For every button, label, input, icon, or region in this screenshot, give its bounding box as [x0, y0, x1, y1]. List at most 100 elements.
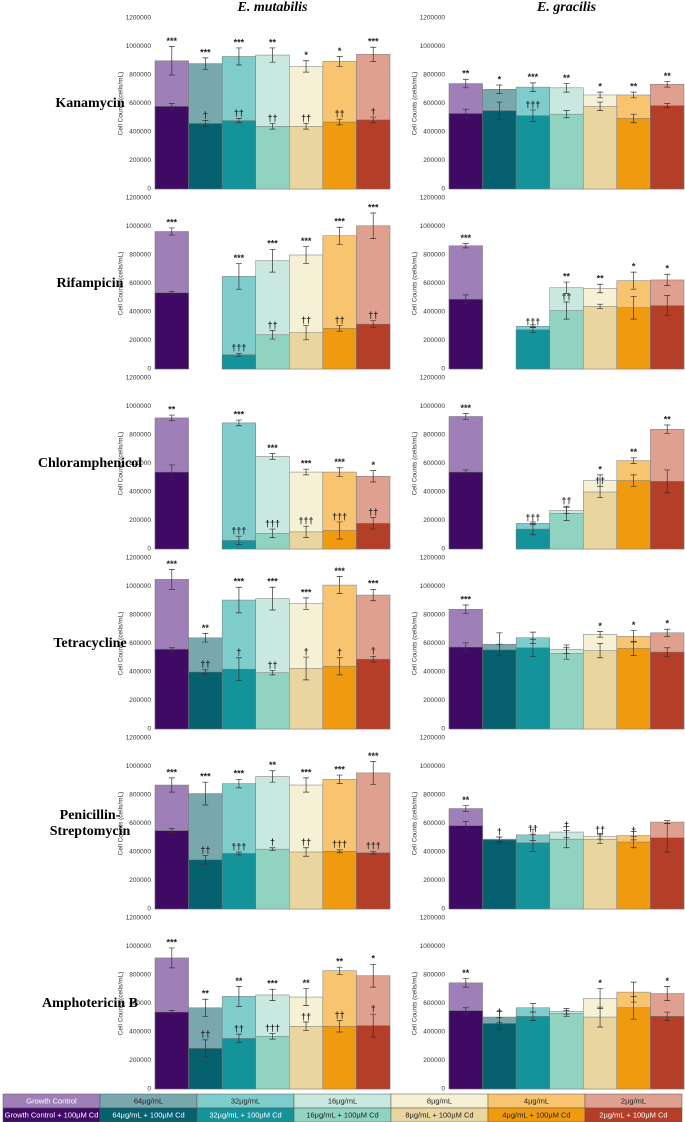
bar [255, 334, 290, 370]
row-title: Kanamycin [55, 96, 125, 111]
y-tick-label: 0 [441, 1086, 445, 1093]
y-tick-label: 600000 [129, 820, 151, 827]
error-bar [168, 414, 175, 422]
error-bar [496, 1017, 503, 1030]
significance-label: * [304, 50, 308, 60]
significance-label: ** [664, 414, 672, 424]
error-bar [462, 413, 469, 420]
y-tick-label: 1000000 [420, 403, 446, 410]
bar [289, 851, 324, 910]
legend-label: 32µg/mL + 100µM Cd [209, 1110, 281, 1119]
significance-label: *** [301, 767, 312, 777]
bar [650, 1016, 685, 1090]
error-bar [336, 576, 343, 594]
bar [356, 658, 391, 730]
bar [482, 1023, 517, 1090]
legend-label: 2µg/mL [621, 1096, 646, 1105]
bar [549, 113, 584, 190]
error-bar [235, 778, 242, 789]
y-axis-label: Cell Counts (cells/mL) [412, 792, 419, 856]
legend-label: 16µg/mL + 100µM Cd [306, 1110, 378, 1119]
y-tick-label: 0 [147, 186, 151, 193]
bar [255, 126, 290, 190]
y-tick-label: 1000000 [126, 43, 152, 50]
significance-label: ††† [525, 316, 540, 326]
y-axis-label: Cell Counts (cells/mL) [412, 432, 419, 496]
error-bar [303, 123, 310, 130]
significance-label: *** [234, 37, 245, 47]
y-tick-label: 200000 [423, 517, 445, 524]
error-bar [168, 227, 175, 236]
significance-label: †† [267, 113, 277, 123]
bar [322, 666, 357, 730]
significance-label: ** [630, 447, 638, 457]
significance-label: * [632, 261, 636, 271]
error-bar [462, 243, 469, 249]
error-bar [269, 248, 276, 273]
bar [188, 671, 223, 730]
error-bar [630, 457, 637, 464]
bar [322, 328, 357, 370]
significance-label: ††† [525, 513, 540, 523]
error-bar [303, 777, 310, 793]
y-tick-label: 1200000 [420, 15, 446, 22]
significance-label: *** [301, 459, 312, 469]
error-bar [462, 604, 469, 614]
bar [616, 648, 651, 730]
significance-label: ††† [366, 841, 381, 851]
significance-label: ** [168, 404, 176, 414]
error-bar [462, 1007, 469, 1014]
y-tick-label: 1000000 [126, 943, 152, 950]
error-bar [269, 453, 276, 460]
y-tick-label: 200000 [423, 697, 445, 704]
bar [515, 115, 550, 190]
bar [322, 1026, 357, 1090]
error-bar [269, 330, 276, 340]
y-tick-label: 800000 [423, 972, 445, 979]
y-tick-label: 0 [441, 726, 445, 733]
y-tick-label: 1000000 [420, 943, 446, 950]
error-bar [630, 295, 637, 320]
y-tick-label: 0 [441, 186, 445, 193]
significance-label: *** [368, 579, 379, 589]
y-tick-label: 1200000 [126, 555, 152, 562]
error-bar [529, 833, 536, 852]
significance-label: *** [234, 253, 245, 263]
error-bar [303, 60, 310, 73]
significance-label: *** [461, 233, 472, 243]
significance-label: *** [267, 443, 278, 453]
error-bar [563, 505, 570, 521]
significance-label: *** [167, 217, 178, 227]
significance-label: †† [301, 1011, 311, 1021]
bar [255, 1036, 290, 1090]
error-bar [269, 847, 276, 851]
y-tick-label: 0 [147, 726, 151, 733]
bar [583, 838, 618, 910]
error-bar [563, 83, 570, 93]
significance-label: † [236, 647, 241, 657]
y-tick-label: 800000 [423, 252, 445, 259]
error-bar [370, 46, 377, 62]
error-bar [563, 281, 570, 294]
y-tick-label: 600000 [423, 640, 445, 647]
error-bar [202, 998, 209, 1017]
significance-label: † [270, 837, 275, 847]
y-tick-label: 1200000 [420, 555, 446, 562]
bar [482, 839, 517, 910]
y-tick-label: 600000 [423, 280, 445, 287]
significance-label: *** [334, 457, 345, 467]
bar [482, 110, 517, 190]
significance-label: *** [528, 72, 539, 82]
error-bar [462, 294, 469, 304]
bar [583, 650, 618, 730]
y-axis-label: Cell Counts (cells/mL) [412, 612, 419, 676]
significance-label: *** [334, 217, 345, 227]
error-bar [235, 352, 242, 357]
error-bar [529, 1011, 536, 1021]
significance-label: ** [563, 73, 571, 83]
significance-label: * [665, 619, 669, 629]
significance-label: †† [301, 315, 311, 325]
bar [356, 323, 391, 370]
significance-label: ** [462, 795, 470, 805]
